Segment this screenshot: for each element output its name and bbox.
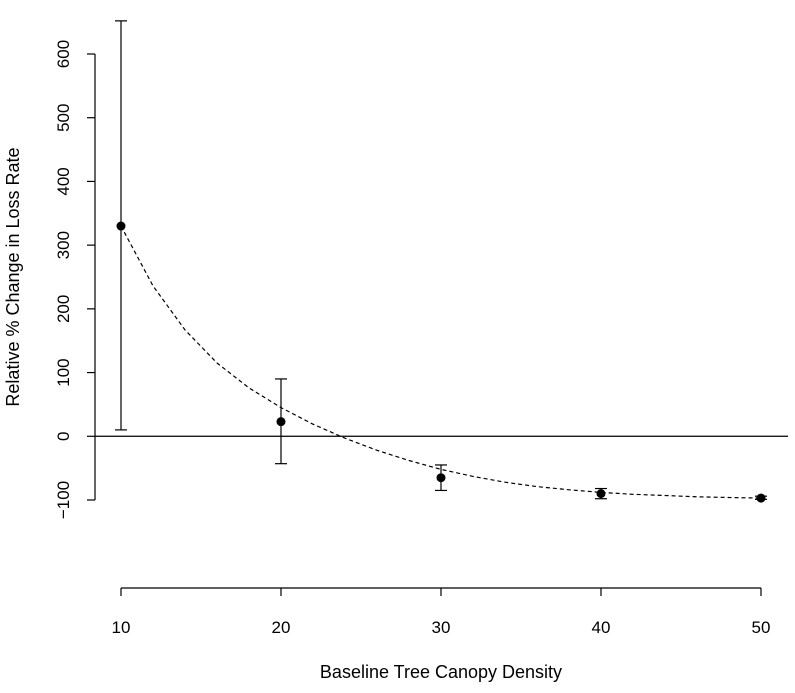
x-tick-label: 50 xyxy=(752,618,771,637)
y-tick-label: 600 xyxy=(54,40,73,68)
y-tick-label: 0 xyxy=(54,432,73,441)
y-tick-label: 200 xyxy=(54,295,73,323)
y-axis-title: Relative % Change in Loss Rate xyxy=(3,147,23,406)
y-tick-label: 300 xyxy=(54,231,73,259)
error-bars xyxy=(115,20,767,500)
data-point xyxy=(436,473,446,483)
x-tick-label: 20 xyxy=(272,618,291,637)
x-axis-title: Baseline Tree Canopy Density xyxy=(320,662,562,682)
y-axis: −100 0 100 200 300 400 500 600 xyxy=(54,40,96,519)
data-point xyxy=(596,489,606,499)
y-tick-label: −100 xyxy=(54,481,73,519)
y-tick-label: 400 xyxy=(54,167,73,195)
x-tick-label: 10 xyxy=(112,618,131,637)
fit-curve xyxy=(120,225,762,499)
x-tick-label: 30 xyxy=(432,618,451,637)
x-axis: 10 20 30 40 50 xyxy=(112,587,771,637)
y-tick-label: 500 xyxy=(54,104,73,132)
data-points xyxy=(116,221,766,503)
data-point xyxy=(276,417,286,427)
data-point xyxy=(756,493,766,503)
fit-curve-group xyxy=(120,225,762,499)
y-tick-label: 100 xyxy=(54,358,73,386)
data-point xyxy=(116,221,126,231)
x-tick-label: 40 xyxy=(592,618,611,637)
